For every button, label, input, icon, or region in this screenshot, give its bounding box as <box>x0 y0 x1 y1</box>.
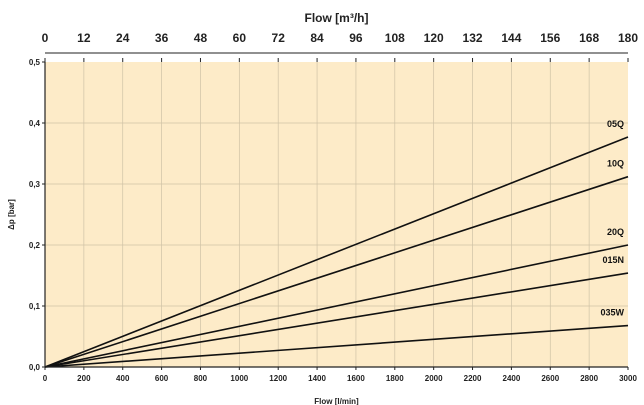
axes <box>42 52 629 370</box>
top-tick-label: 48 <box>194 31 208 45</box>
top-tick-label: 84 <box>310 31 324 45</box>
top-tick-label: 72 <box>272 31 286 45</box>
series-label-05q: 05Q <box>607 119 624 129</box>
bottom-tick-label: 600 <box>155 374 169 383</box>
bottom-tick-label: 2400 <box>503 374 521 383</box>
bottom-tick-label: 200 <box>77 374 91 383</box>
series-line-20q <box>44 244 629 368</box>
top-tick-label: 132 <box>463 31 483 45</box>
bottom-tick-label: 2600 <box>541 374 559 383</box>
bottom-tick-label: 400 <box>116 374 130 383</box>
left-tick-label: 0,5 <box>29 58 41 67</box>
bottom-tick-label: 1800 <box>386 374 404 383</box>
bottom-tick-label: 2800 <box>580 374 598 383</box>
bottom-tick-label: 2000 <box>425 374 443 383</box>
top-tick-label: 12 <box>77 31 91 45</box>
left-tick-label: 0,2 <box>29 241 41 250</box>
series-lines <box>44 136 629 368</box>
series-labels: 05Q 10Q 20Q 015N 035W <box>600 119 624 317</box>
bottom-tick-label: 0 <box>43 374 48 383</box>
top-tick-label: 156 <box>540 31 560 45</box>
top-tick-label: 36 <box>155 31 169 45</box>
left-axis-title: Δp [bar] <box>7 199 16 230</box>
series-label-035w: 035W <box>600 308 624 318</box>
bottom-tick-label: 1200 <box>269 374 287 383</box>
left-tick-label: 0,1 <box>29 302 41 311</box>
top-tick-label: 24 <box>116 31 130 45</box>
bottom-tick-label: 3000 <box>619 374 637 383</box>
series-line-10q <box>44 175 629 368</box>
grid-lines <box>45 62 628 367</box>
top-tick-label: 60 <box>233 31 247 45</box>
left-tick-label: 0,3 <box>29 180 41 189</box>
bottom-tick-label: 800 <box>194 374 208 383</box>
bottom-tick-label: 1000 <box>230 374 248 383</box>
series-label-015n: 015N <box>602 255 624 265</box>
top-tick-label: 120 <box>424 31 444 45</box>
top-axis-title: Flow [m³/h] <box>305 11 369 25</box>
bottom-axis-title: Flow [l/min] <box>314 397 359 405</box>
bottom-tick-label: 1600 <box>347 374 365 383</box>
bottom-tick-label: 1400 <box>308 374 326 383</box>
plot-background <box>45 62 628 367</box>
series-label-20q: 20Q <box>607 227 624 237</box>
top-tick-label: 168 <box>579 31 599 45</box>
top-tick-label: 96 <box>349 31 363 45</box>
series-line-035w <box>44 324 629 368</box>
top-tick-label: 180 <box>618 31 638 45</box>
top-tick-label: 0 <box>42 31 49 45</box>
tick-labels: 0 200 400 600 800 1000 1200 1400 1600 1800 2000 220… <box>29 31 638 383</box>
series-line-015n <box>44 272 629 368</box>
bottom-tick-label: 2200 <box>464 374 482 383</box>
series-label-10q: 10Q <box>607 159 624 169</box>
left-tick-label: 0,4 <box>29 119 41 128</box>
top-tick-label: 144 <box>501 31 521 45</box>
series-line-05q <box>44 136 629 368</box>
top-tick-label: 108 <box>385 31 405 45</box>
left-tick-label: 0,0 <box>29 363 41 372</box>
